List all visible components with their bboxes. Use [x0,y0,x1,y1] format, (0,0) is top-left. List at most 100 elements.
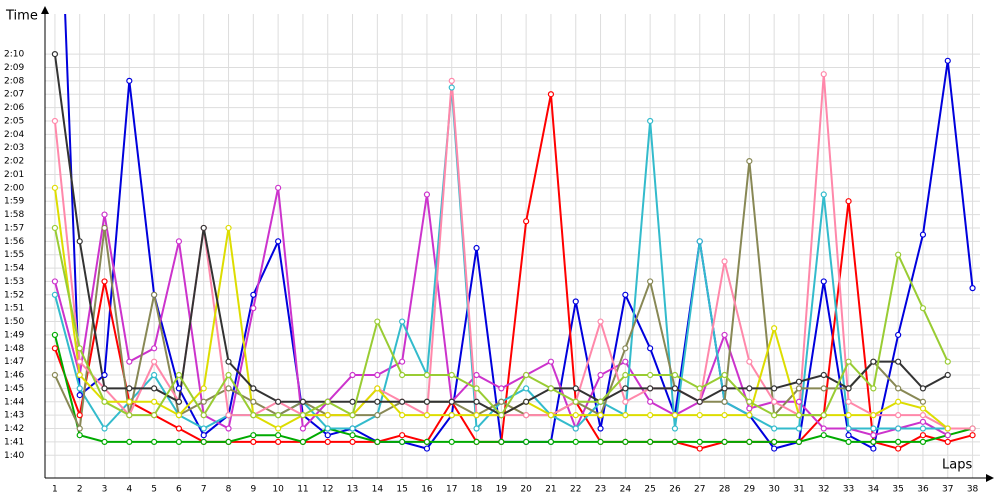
x-tick-label: 31 [793,485,804,495]
data-point [101,211,108,218]
x-tick-label: 13 [347,485,358,495]
data-point [696,238,703,245]
data-point [746,398,753,405]
data-point [696,385,703,392]
x-tick-label: 30 [768,485,780,495]
data-point [76,391,83,399]
data-point [51,331,59,339]
data-point [299,412,307,419]
data-point [473,371,480,379]
y-tick-label: 1:52 [4,290,24,300]
data-point [845,432,852,439]
data-point [51,291,59,298]
data-point [349,438,356,445]
data-point [547,91,555,98]
data-point [200,224,207,232]
data-point [101,224,108,232]
data-point [151,371,158,379]
x-tick-label: 17 [446,485,457,495]
data-point [647,385,654,392]
data-point [175,425,183,432]
y-tick-label: 2:08 [4,76,24,86]
x-tick-label: 19 [496,485,508,495]
y-tick-label: 2:01 [4,170,24,180]
data-point [845,398,852,405]
x-tick-label: 9 [250,485,256,495]
data-point [696,445,703,452]
data-point [126,412,133,419]
x-tick-label: 4 [126,485,132,495]
data-point [820,432,827,439]
data-point [374,371,381,379]
data-point [324,425,331,432]
x-tick-label: 25 [644,485,655,495]
data-point [771,425,778,432]
series-line [53,334,973,443]
data-point [944,425,951,432]
data-point [845,425,852,432]
series-line [53,74,973,430]
data-point [647,438,654,445]
x-tick-label: 1 [52,485,58,495]
data-point [647,412,654,419]
data-point [523,412,530,419]
x-tick-label: 28 [719,485,731,495]
data-point [126,385,133,392]
data-point [597,425,604,432]
data-point [671,371,679,379]
data-point [721,371,728,379]
data-point [895,251,902,258]
data-point [622,371,629,379]
data-point [76,432,83,439]
x-tick-label: 18 [471,485,483,495]
data-point [597,398,604,405]
y-tick-label: 2:07 [4,90,24,100]
data-point [101,278,108,285]
x-tick-label: 36 [917,485,929,495]
data-point [299,438,307,445]
x-tick-label: 33 [843,485,854,495]
data-point [399,398,406,405]
data-point [324,432,331,439]
data-point [250,438,257,445]
data-point [870,425,877,432]
data-point [225,371,232,379]
data-point [622,291,629,298]
x-axis-arrow [986,474,994,482]
x-tick-label: 5 [151,485,157,495]
data-point [423,191,431,198]
data-point [423,438,431,445]
x-tick-label: 15 [396,485,407,495]
data-point [523,385,530,392]
data-point [473,412,480,419]
data-point [597,371,604,379]
data-point [820,278,827,285]
data-point [250,432,257,439]
data-point [895,358,902,365]
data-point [498,398,505,405]
data-point [870,445,877,452]
y-tick-label: 1:59 [4,197,24,207]
data-point [895,398,902,405]
data-point [349,398,356,405]
data-point [225,412,232,419]
data-point [696,398,703,405]
data-point [200,432,207,439]
x-tick-label: 38 [967,485,979,495]
data-point [969,285,976,292]
data-point [919,418,927,425]
data-point [944,358,951,365]
data-point [622,412,629,419]
data-point [523,371,530,379]
data-point [919,231,927,238]
data-point [250,291,257,298]
data-point [374,412,381,419]
data-point [671,385,679,392]
data-point [349,432,356,439]
data-point [349,425,356,432]
x-tick-label: 29 [744,485,756,495]
plot-area [51,14,976,452]
data-point [622,438,629,445]
data-point [51,117,59,125]
data-point [473,425,480,432]
